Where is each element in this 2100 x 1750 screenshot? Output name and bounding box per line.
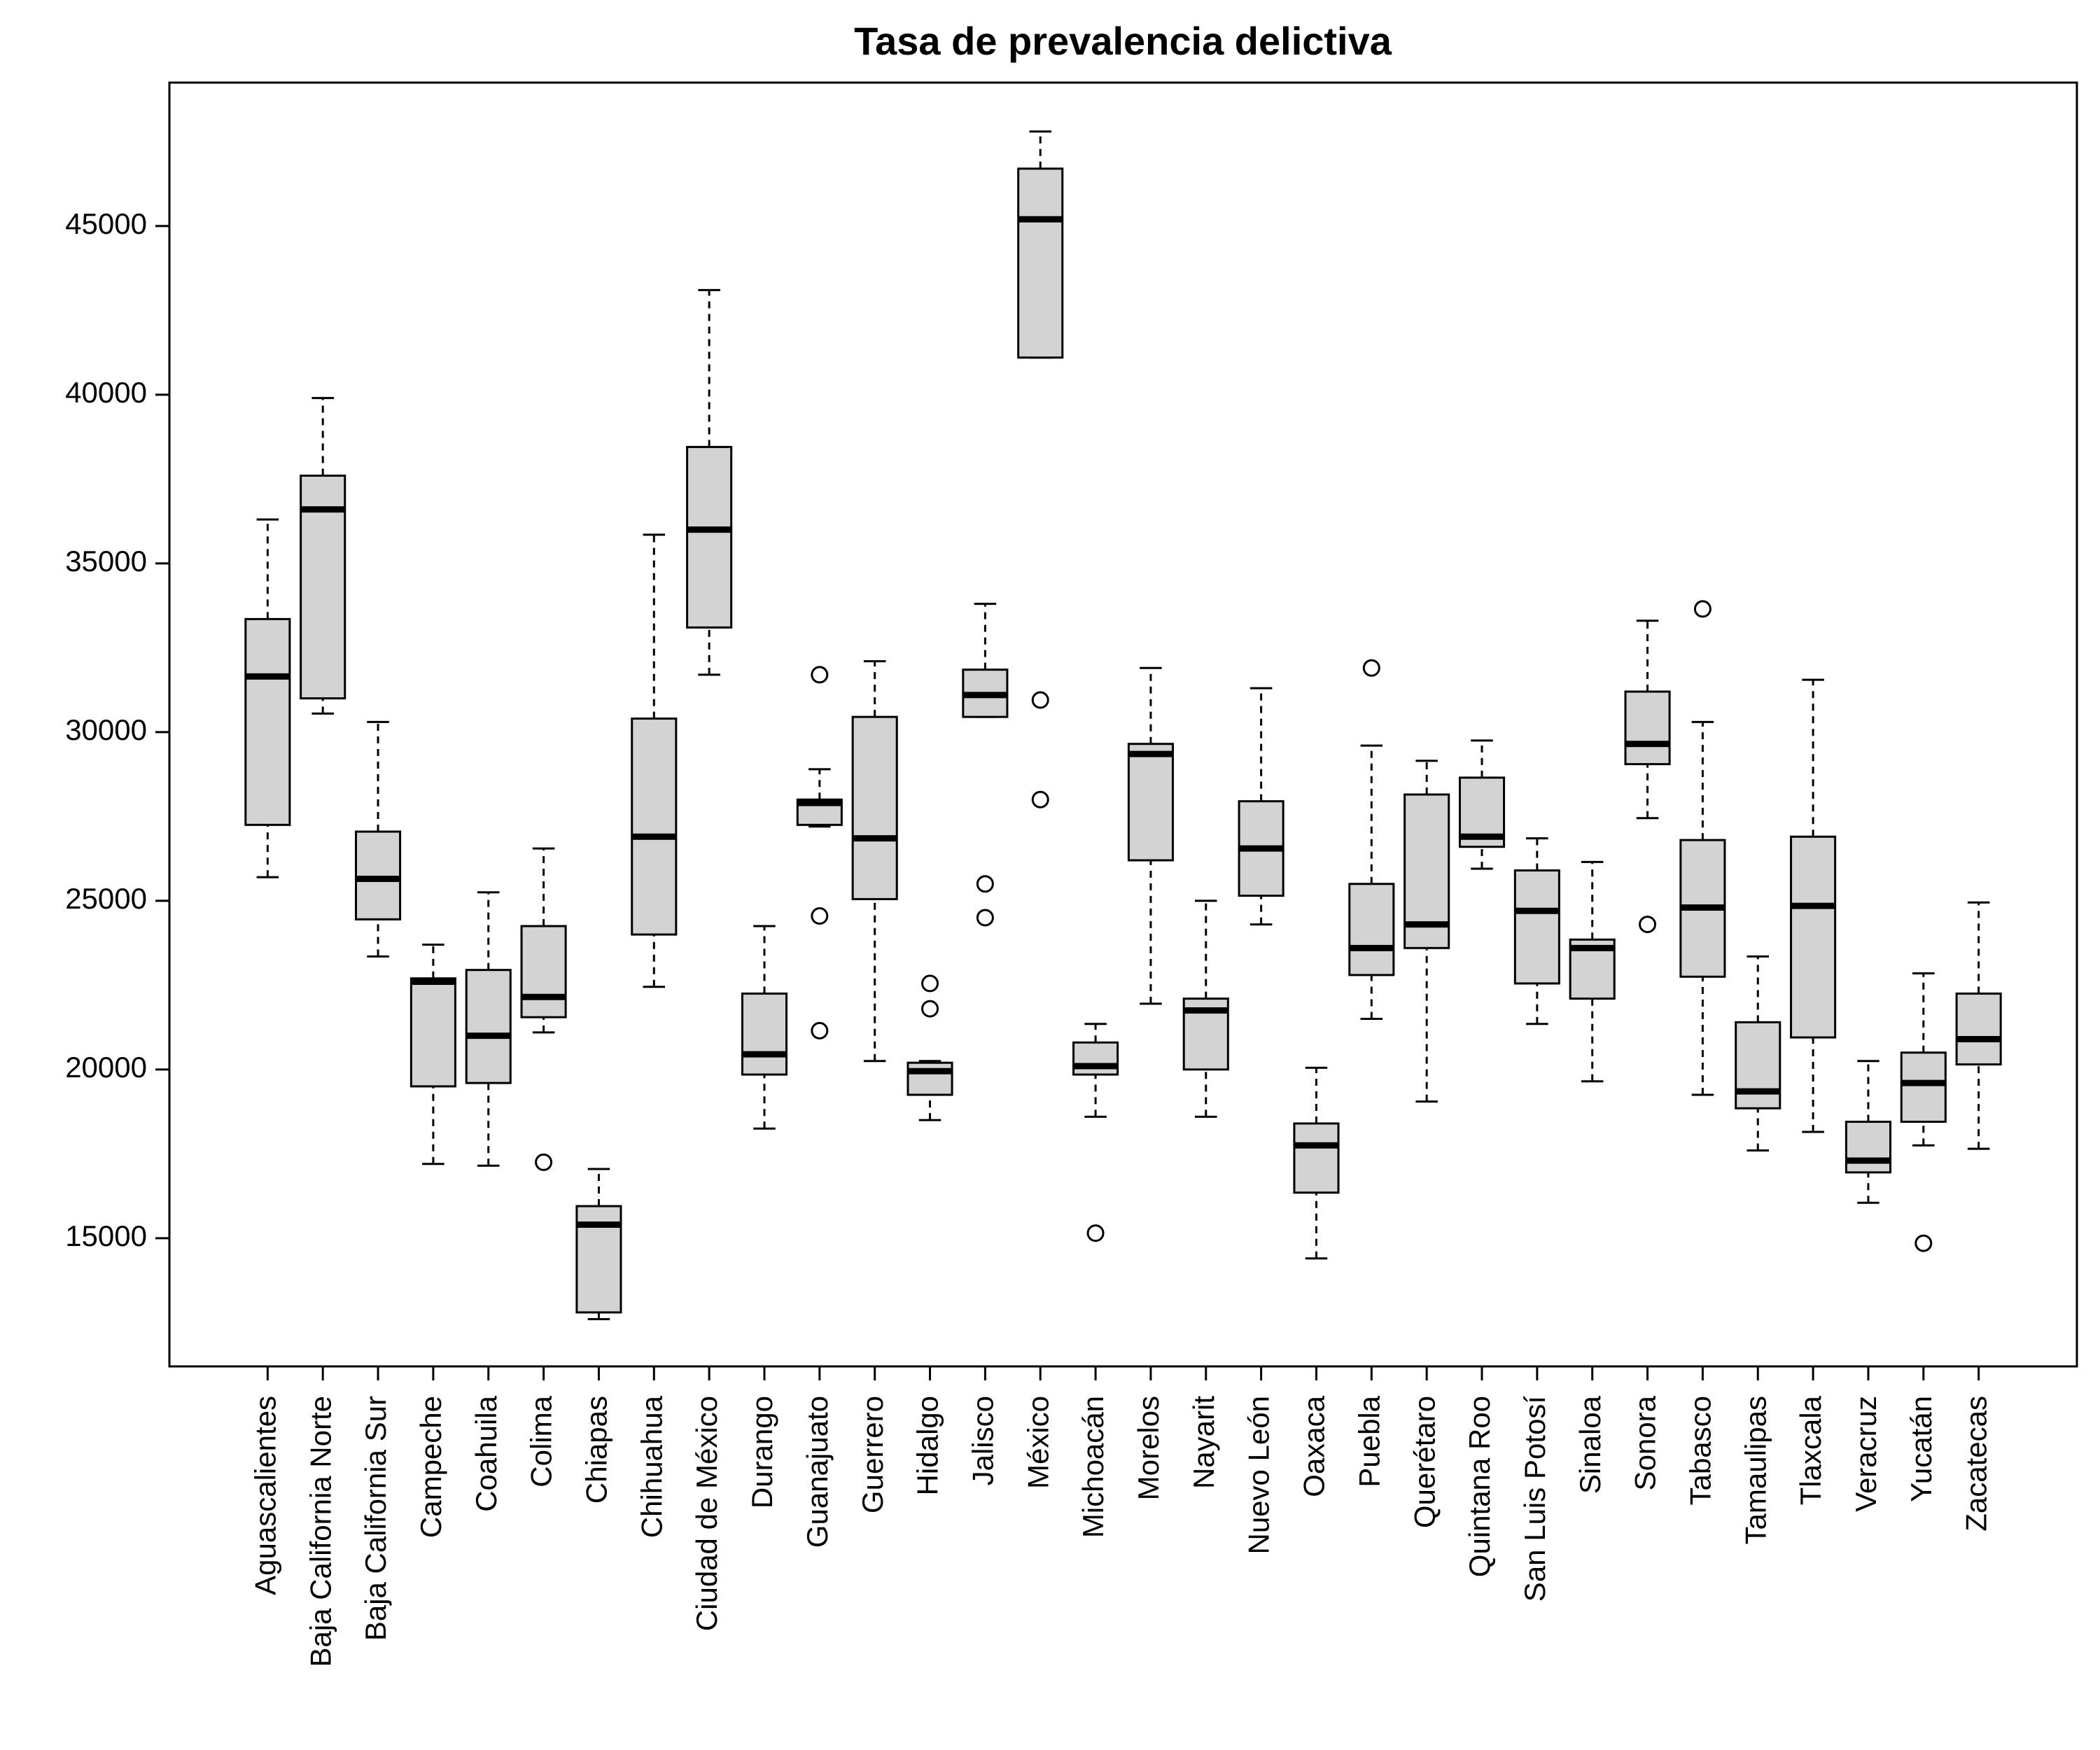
x-tick-label: Puebla	[1352, 1395, 1385, 1487]
box	[520, 925, 567, 1018]
box	[741, 992, 788, 1076]
x-tick-label: Tamaulipas	[1739, 1396, 1772, 1544]
x-tick-label: Veracruz	[1849, 1396, 1882, 1512]
x-tick-label: Durango	[746, 1396, 778, 1508]
x-tick-label: México	[1021, 1396, 1054, 1489]
box	[1293, 1122, 1340, 1194]
x-tick-label: Nuevo León	[1242, 1396, 1275, 1555]
x-tick-label: Yucatán	[1905, 1396, 1938, 1502]
box	[1513, 869, 1560, 985]
box	[1900, 1051, 1947, 1124]
outlier	[811, 907, 829, 925]
outlier	[1362, 659, 1380, 677]
outlier	[976, 909, 994, 927]
outlier	[811, 666, 829, 684]
box	[1955, 992, 2002, 1066]
x-tick-label: Coahuila	[470, 1395, 503, 1511]
box	[300, 475, 346, 700]
x-tick-label: Tabasco	[1684, 1396, 1717, 1505]
x-tick-label: Campeche	[414, 1396, 447, 1538]
outlier	[1031, 691, 1049, 709]
box	[410, 977, 456, 1088]
outlier	[811, 1021, 829, 1040]
outlier	[535, 1153, 553, 1171]
outlier	[1639, 916, 1657, 934]
plot-frame	[168, 81, 2078, 1368]
y-tick-label: 45000	[65, 207, 147, 240]
x-tick-label: Sonora	[1629, 1395, 1662, 1490]
outlier	[976, 875, 994, 893]
x-tick-label: Jalisco	[966, 1396, 999, 1485]
box	[355, 830, 402, 920]
box	[465, 969, 512, 1084]
box	[631, 718, 678, 936]
x-tick-label: Baja California Sur	[359, 1396, 392, 1641]
x-tick-label: Aguascalientes	[248, 1396, 281, 1595]
box	[686, 446, 733, 629]
x-tick-label: Colima	[525, 1395, 558, 1487]
x-tick-label: Chihuahua	[635, 1395, 668, 1538]
x-tick-label: Baja California Norte	[304, 1396, 337, 1667]
x-tick-label: Ciudad de México	[690, 1396, 723, 1631]
box	[1017, 167, 1064, 359]
x-tick-label: Sinaloa	[1574, 1395, 1606, 1494]
y-tick-label: 35000	[65, 545, 147, 578]
box	[244, 617, 291, 826]
box	[851, 715, 898, 900]
box	[1624, 690, 1671, 766]
x-tick-label: Querétaro	[1408, 1396, 1441, 1528]
x-tick-label: Zacatecas	[1960, 1396, 1993, 1532]
x-tick-label: San Luis Potosí	[1518, 1396, 1551, 1602]
outlier	[1693, 600, 1712, 618]
y-tick-label: 25000	[65, 882, 147, 915]
y-tick-label: 20000	[65, 1051, 147, 1084]
x-tick-label: Guerrero	[856, 1396, 889, 1513]
outlier	[1086, 1224, 1105, 1242]
x-tick-label: Hidalgo	[911, 1396, 944, 1495]
box	[1790, 835, 1837, 1039]
x-tick-label: Quintana Roo	[1463, 1396, 1496, 1577]
y-tick-label: 40000	[65, 376, 147, 409]
box	[1844, 1121, 1891, 1174]
y-tick-label: 30000	[65, 713, 147, 746]
x-tick-label: Chiapas	[580, 1396, 613, 1504]
x-tick-label: Nayarit	[1187, 1396, 1220, 1489]
outlier	[1914, 1234, 1933, 1252]
outlier	[921, 974, 939, 993]
x-tick-label: Morelos	[1132, 1396, 1165, 1500]
box	[1348, 883, 1395, 976]
outlier	[921, 1000, 939, 1018]
x-tick-label: Oaxaca	[1298, 1395, 1331, 1497]
x-tick-label: Tlaxcala	[1794, 1395, 1827, 1505]
y-tick-label: 15000	[65, 1219, 147, 1252]
box	[906, 1061, 953, 1096]
outlier	[1031, 790, 1049, 808]
box	[1735, 1021, 1782, 1110]
box	[1072, 1041, 1119, 1076]
chart-title: Tasa de prevalencia delictiva	[854, 19, 1392, 63]
x-tick-label: Guanajuato	[801, 1396, 834, 1548]
box	[1127, 743, 1174, 862]
x-tick-label: Michoacán	[1077, 1396, 1110, 1538]
